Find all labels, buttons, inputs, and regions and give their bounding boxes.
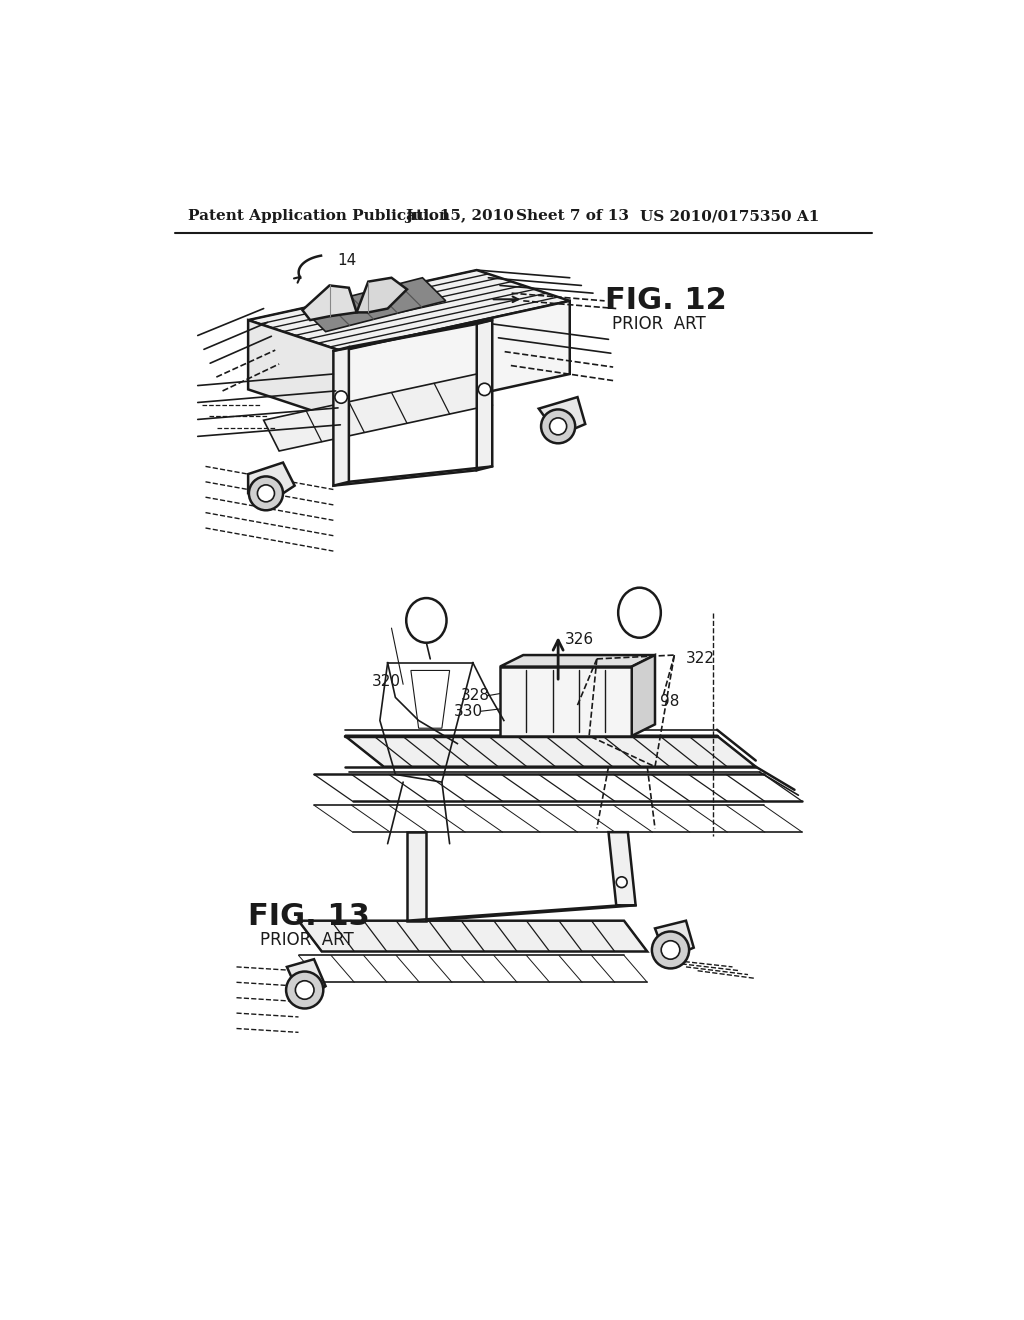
Text: 330: 330 [454, 704, 482, 719]
Polygon shape [302, 285, 356, 321]
Polygon shape [655, 921, 693, 960]
Text: Jul. 15, 2010: Jul. 15, 2010 [406, 209, 514, 223]
Polygon shape [287, 960, 326, 1002]
Text: FIG. 13: FIG. 13 [248, 903, 370, 932]
Text: US 2010/0175350 A1: US 2010/0175350 A1 [640, 209, 819, 223]
Text: PRIOR  ART: PRIOR ART [612, 315, 707, 333]
Polygon shape [477, 321, 493, 470]
Ellipse shape [407, 598, 446, 643]
Polygon shape [356, 277, 407, 313]
Circle shape [652, 932, 689, 969]
Circle shape [662, 941, 680, 960]
Polygon shape [407, 832, 426, 921]
Ellipse shape [618, 587, 660, 638]
Polygon shape [500, 667, 632, 737]
Circle shape [550, 418, 566, 434]
Polygon shape [248, 271, 569, 351]
Text: PRIOR  ART: PRIOR ART [260, 931, 353, 949]
Polygon shape [632, 655, 655, 737]
Polygon shape [341, 301, 569, 424]
Circle shape [249, 477, 283, 511]
Polygon shape [334, 347, 349, 486]
Polygon shape [539, 397, 586, 436]
Circle shape [286, 972, 324, 1008]
Text: 14: 14 [337, 253, 356, 268]
Text: 320: 320 [372, 675, 401, 689]
Polygon shape [299, 921, 647, 952]
Circle shape [335, 391, 347, 404]
Text: FIG. 12: FIG. 12 [604, 286, 726, 315]
Text: 326: 326 [564, 632, 594, 647]
Polygon shape [302, 277, 445, 331]
Polygon shape [248, 462, 295, 502]
Circle shape [295, 981, 314, 999]
Circle shape [257, 484, 274, 502]
Polygon shape [500, 655, 655, 667]
Text: Sheet 7 of 13: Sheet 7 of 13 [515, 209, 629, 223]
Text: 322: 322 [686, 651, 715, 667]
Polygon shape [345, 737, 756, 767]
Text: 98: 98 [659, 694, 679, 709]
Circle shape [616, 876, 627, 887]
Circle shape [478, 383, 490, 396]
Polygon shape [263, 374, 493, 451]
Text: 328: 328 [461, 688, 490, 704]
Polygon shape [248, 321, 341, 420]
Polygon shape [608, 832, 636, 906]
Circle shape [541, 409, 575, 444]
Text: Patent Application Publication: Patent Application Publication [188, 209, 451, 223]
